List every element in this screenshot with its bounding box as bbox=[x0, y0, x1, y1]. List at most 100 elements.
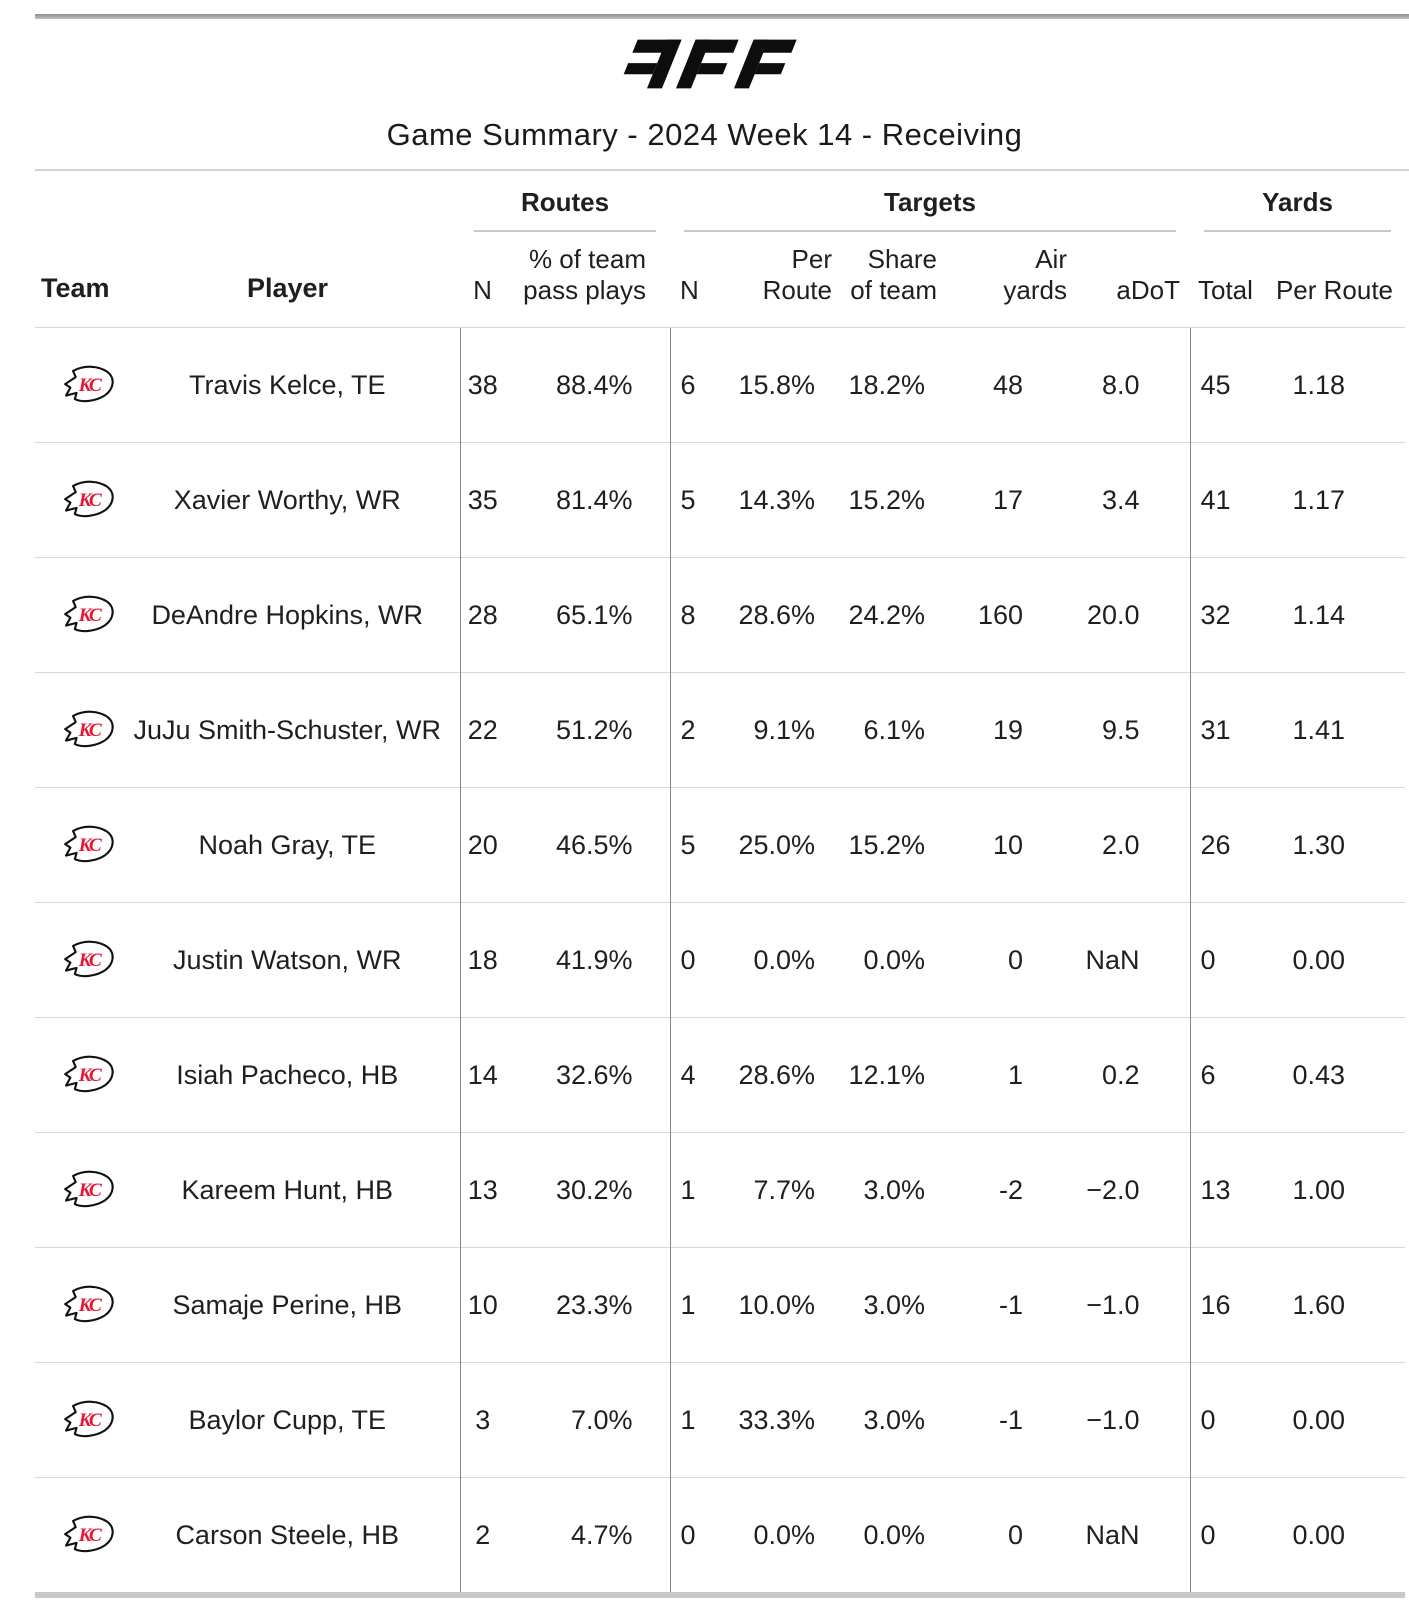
cell-routes-n: 20 bbox=[459, 787, 505, 903]
cell-air-yards: 17 bbox=[965, 442, 1075, 558]
cell-routes-n: 28 bbox=[459, 557, 505, 673]
chiefs-logo-icon: KC bbox=[64, 826, 114, 863]
cell-routes-pct: 46.5% bbox=[505, 787, 670, 903]
table-row: KC Kareem Hunt, HB 13 30.2% 1 7.7% 3.0% -2 −2.0… bbox=[35, 1132, 1406, 1248]
cell-adot: 9.5 bbox=[1075, 672, 1190, 788]
col-header-routes-pct: % of team pass plays bbox=[505, 232, 670, 328]
cell-targets-per-route: 14.3% bbox=[715, 442, 840, 558]
cell-yards-total: 0 bbox=[1189, 1477, 1265, 1599]
table-row: KC JuJu Smith-Schuster, WR 22 51.2% 2 9.1% 6.… bbox=[35, 672, 1406, 788]
col-header-routes-pct-line1: % of team bbox=[528, 244, 646, 274]
cell-routes-pct: 30.2% bbox=[505, 1132, 670, 1248]
cell-target-share: 6.1% bbox=[840, 672, 965, 788]
cell-targets-per-route: 25.0% bbox=[715, 787, 840, 903]
cell-yards-per-route: 0.00 bbox=[1265, 902, 1406, 1018]
cell-targets-per-route: 7.7% bbox=[715, 1132, 840, 1248]
cell-air-yards: 19 bbox=[965, 672, 1075, 788]
cell-air-yards: 10 bbox=[965, 787, 1075, 903]
chiefs-logo-icon: KC bbox=[64, 481, 114, 518]
cell-yards-per-route: 1.00 bbox=[1265, 1132, 1406, 1248]
col-header-targets-per-route: Per Route bbox=[762, 244, 832, 305]
col-header-target-share: Share of team bbox=[840, 232, 965, 328]
cell-team: KC bbox=[35, 1477, 115, 1599]
cell-routes-pct: 51.2% bbox=[505, 672, 670, 788]
col-header-targets-n: N bbox=[680, 274, 699, 305]
table-row: KC Travis Kelce, TE 38 88.4% 6 15.8% 18.2% 48 8… bbox=[35, 327, 1406, 443]
svg-text:KC: KC bbox=[78, 1525, 103, 1546]
cell-air-yards: -2 bbox=[965, 1132, 1075, 1248]
title-divider bbox=[35, 169, 1409, 171]
cell-target-share: 15.2% bbox=[840, 787, 965, 903]
cell-routes-n: 22 bbox=[459, 672, 505, 788]
cell-yards-total: 16 bbox=[1189, 1247, 1265, 1363]
svg-text:KC: KC bbox=[78, 490, 103, 511]
col-header-routes-pct-line2: pass plays bbox=[523, 274, 646, 305]
cell-yards-per-route: 1.41 bbox=[1265, 672, 1406, 788]
cell-routes-n: 10 bbox=[459, 1247, 505, 1363]
cell-target-share: 0.0% bbox=[840, 1477, 965, 1599]
cell-routes-pct: 7.0% bbox=[505, 1362, 670, 1478]
cell-team: KC bbox=[35, 1132, 115, 1248]
svg-text:KC: KC bbox=[78, 1410, 103, 1431]
cell-adot: −1.0 bbox=[1075, 1362, 1190, 1478]
cell-targets-n: 6 bbox=[669, 327, 715, 443]
cell-routes-pct: 88.4% bbox=[505, 327, 670, 443]
chiefs-logo-icon: KC bbox=[64, 1286, 114, 1323]
cell-target-share: 15.2% bbox=[840, 442, 965, 558]
table-row: KC Xavier Worthy, WR 35 81.4% 5 14.3% 15.2% 17… bbox=[35, 442, 1406, 558]
cell-yards-total: 13 bbox=[1189, 1132, 1265, 1248]
cell-yards-per-route: 1.30 bbox=[1265, 787, 1406, 903]
cell-routes-n: 38 bbox=[459, 327, 505, 443]
cell-yards-total: 32 bbox=[1189, 557, 1265, 673]
column-group-cell-routes: Routes bbox=[460, 171, 670, 232]
cell-target-share: 24.2% bbox=[840, 557, 965, 673]
cell-team: KC bbox=[35, 787, 115, 903]
cell-targets-per-route: 15.8% bbox=[715, 327, 840, 443]
cell-targets-per-route: 28.6% bbox=[715, 1017, 840, 1133]
chiefs-logo-icon: KC bbox=[64, 941, 114, 978]
cell-routes-n: 3 bbox=[459, 1362, 505, 1478]
cell-targets-n: 0 bbox=[669, 902, 715, 1018]
cell-air-yards: 48 bbox=[965, 327, 1075, 443]
cell-yards-per-route: 1.14 bbox=[1265, 557, 1406, 673]
col-header-yards-total: Total bbox=[1198, 274, 1253, 305]
col-header-routes-n: N bbox=[473, 274, 492, 305]
svg-text:KC: KC bbox=[78, 1180, 103, 1201]
cell-targets-per-route: 0.0% bbox=[715, 902, 840, 1018]
cell-team: KC bbox=[35, 672, 115, 788]
cell-target-share: 3.0% bbox=[840, 1362, 965, 1478]
cell-adot: 2.0 bbox=[1075, 787, 1190, 903]
receiving-stats-table: Routes Targets Yards Team Player N % of … bbox=[35, 171, 1406, 1599]
svg-text:KC: KC bbox=[78, 720, 103, 741]
svg-text:KC: KC bbox=[78, 605, 103, 626]
cell-adot: 20.0 bbox=[1075, 557, 1190, 673]
cell-routes-n: 14 bbox=[459, 1017, 505, 1133]
page-title: Game Summary - 2024 Week 14 - Receiving bbox=[386, 117, 1023, 152]
column-group-cell-yards: Yards bbox=[1190, 171, 1405, 232]
cell-routes-pct: 32.6% bbox=[505, 1017, 670, 1133]
cell-player: Carson Steele, HB bbox=[115, 1477, 460, 1599]
cell-player: Xavier Worthy, WR bbox=[115, 442, 460, 558]
chiefs-logo-icon: KC bbox=[64, 1401, 114, 1438]
top-divider bbox=[35, 14, 1409, 19]
cell-player: Kareem Hunt, HB bbox=[115, 1132, 460, 1248]
cell-targets-per-route: 33.3% bbox=[715, 1362, 840, 1478]
cell-yards-total: 26 bbox=[1189, 787, 1265, 903]
cell-target-share: 0.0% bbox=[840, 902, 965, 1018]
cell-routes-n: 2 bbox=[459, 1477, 505, 1599]
cell-yards-total: 41 bbox=[1189, 442, 1265, 558]
col-header-yards-per-route: Per Route bbox=[1275, 274, 1394, 305]
cell-adot: 0.2 bbox=[1075, 1017, 1190, 1133]
table-row: KC Baylor Cupp, TE 3 7.0% 1 33.3% 3.0% -1 −1.0 0… bbox=[35, 1362, 1406, 1478]
cell-adot: NaN bbox=[1075, 902, 1190, 1018]
cell-player: Noah Gray, TE bbox=[115, 787, 460, 903]
table-row: KC Carson Steele, HB 2 4.7% 0 0.0% 0.0% 0 NaN 0 0… bbox=[35, 1477, 1406, 1599]
col-header-player: Player bbox=[246, 273, 329, 304]
cell-target-share: 12.1% bbox=[840, 1017, 965, 1133]
cell-team: KC bbox=[35, 1362, 115, 1478]
pff-logo: PFF bbox=[623, 39, 797, 89]
table-row: KC Justin Watson, WR 18 41.9% 0 0.0% 0.0% 0 NaN… bbox=[35, 902, 1406, 1018]
col-header-air-yards: Air yards bbox=[1003, 244, 1067, 305]
cell-team: KC bbox=[35, 1017, 115, 1133]
svg-text:KC: KC bbox=[78, 950, 103, 971]
